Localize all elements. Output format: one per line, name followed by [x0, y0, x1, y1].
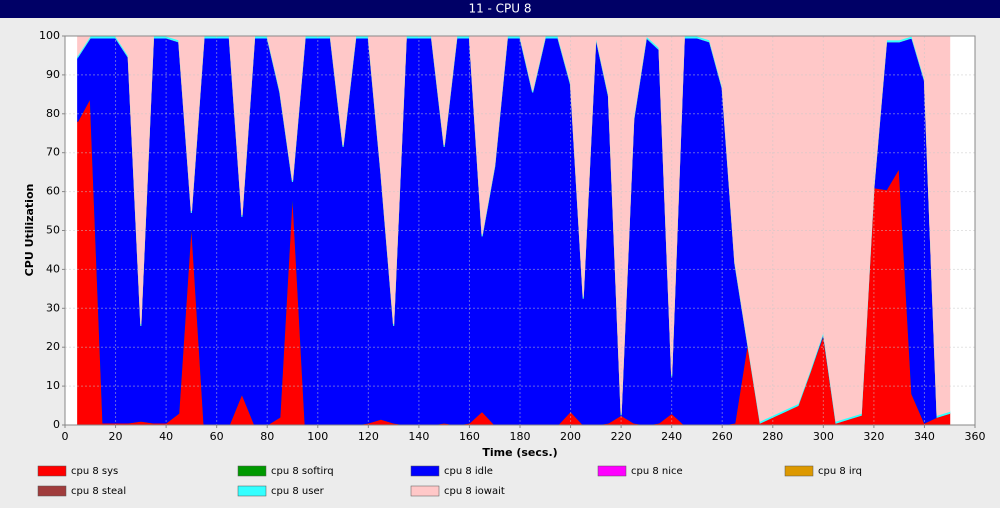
legend-swatch [37, 485, 67, 497]
x-tick-label: 260 [712, 430, 733, 443]
y-tick-label: 100 [39, 29, 60, 42]
x-tick-label: 140 [408, 430, 429, 443]
legend-label: cpu 8 sys [71, 466, 118, 477]
y-tick-label: 50 [46, 224, 60, 237]
y-tick-label: 60 [46, 185, 60, 198]
legend-label: cpu 8 nice [631, 466, 683, 477]
x-tick-label: 40 [159, 430, 173, 443]
y-tick-label: 30 [46, 301, 60, 314]
y-tick-label: 70 [46, 146, 60, 159]
legend-label: cpu 8 irq [818, 466, 862, 477]
x-tick-label: 340 [914, 430, 935, 443]
x-tick-label: 360 [965, 430, 986, 443]
x-tick-label: 180 [510, 430, 531, 443]
y-tick-label: 20 [46, 340, 60, 353]
legend-swatch [597, 465, 627, 477]
legend-label: cpu 8 iowait [444, 486, 505, 497]
x-tick-label: 20 [109, 430, 123, 443]
plot [64, 34, 976, 426]
x-tick-label: 0 [62, 430, 69, 443]
x-tick-label: 160 [459, 430, 480, 443]
x-tick-label: 100 [307, 430, 328, 443]
legend-swatch [237, 485, 267, 497]
legend-swatch [237, 465, 267, 477]
y-tick-label: 0 [53, 418, 60, 431]
y-tick-label: 90 [46, 68, 60, 81]
y-tick-label: 40 [46, 262, 60, 275]
x-tick-label: 280 [762, 430, 783, 443]
y-tick-label: 80 [46, 107, 60, 120]
y-axis-label: CPU Utilization [23, 184, 36, 277]
legend-swatch [784, 465, 814, 477]
legend-swatch [410, 465, 440, 477]
x-tick-label: 60 [210, 430, 224, 443]
x-tick-label: 80 [260, 430, 274, 443]
x-tick-label: 120 [358, 430, 379, 443]
x-tick-label: 200 [560, 430, 581, 443]
title-bar [0, 0, 1000, 18]
x-tick-label: 240 [661, 430, 682, 443]
legend-label: cpu 8 softirq [271, 466, 334, 477]
x-tick-label: 220 [611, 430, 632, 443]
legend-label: cpu 8 idle [444, 466, 493, 477]
legend-swatch [410, 485, 440, 497]
legend-label: cpu 8 user [271, 486, 325, 497]
x-tick-label: 320 [863, 430, 884, 443]
x-axis-label: Time (secs.) [482, 446, 557, 459]
chart-title: 11 - CPU 8 [468, 2, 531, 16]
legend-swatch [37, 465, 67, 477]
legend-label: cpu 8 steal [71, 486, 126, 497]
x-tick-label: 300 [813, 430, 834, 443]
y-tick-label: 10 [46, 379, 60, 392]
